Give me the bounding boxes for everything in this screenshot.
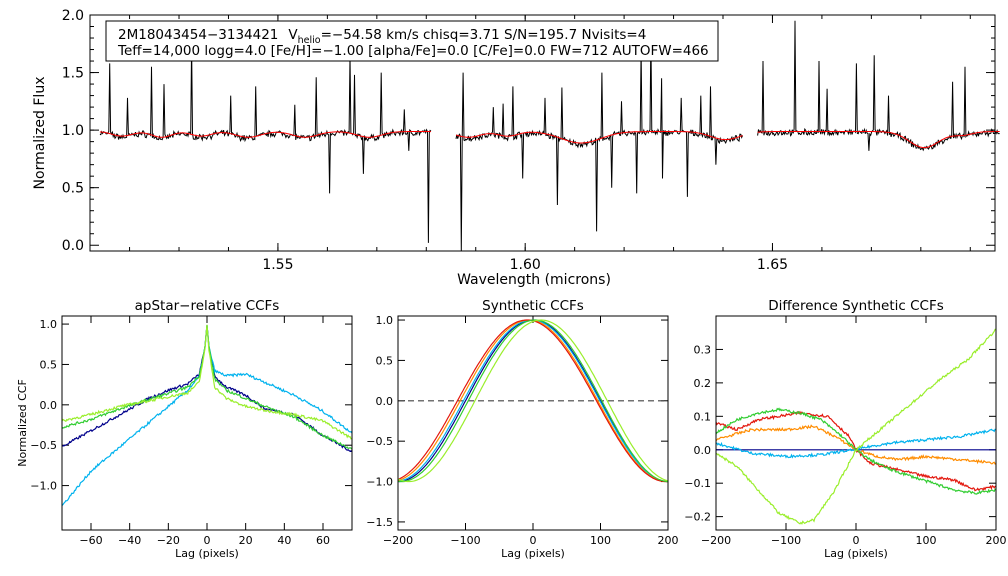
ccf-panel-2: Synthetic CCFs Lag (pixels) −200 −100 0 100 20… [366, 298, 678, 560]
spectrum-ytick-label: 2.0 [62, 8, 84, 24]
ccf-series-diff-2 [715, 428, 997, 459]
spectrum-ytick-label: 0.0 [62, 238, 84, 254]
ccf-series-visit4 [61, 324, 353, 440]
ccf-ytick-label: −1.0 [366, 476, 393, 489]
ccf-panel-title: Difference Synthetic CCFs [768, 298, 944, 314]
spectrum-observed-line [455, 32, 744, 252]
ccf-ytick-label: −0.5 [366, 435, 393, 448]
spectrum-ytick-label: 0.5 [62, 181, 84, 197]
annotation-line-1: 2M18043454−3134421 Vhelio=−54.58 km/s chi… [118, 27, 646, 46]
ccf-xtick-label: −100 [771, 534, 801, 547]
ccf-axes-frame [61, 315, 353, 531]
spectrum-ytick-label: 1.0 [62, 123, 84, 139]
spectrum-xtick-label: 1.65 [757, 257, 788, 273]
ccf-xtick-label: 100 [916, 534, 937, 547]
ccf-ytick-label: −1.0 [30, 480, 57, 493]
spectrum-xlabel: Wavelength (microns) [457, 272, 611, 288]
ccf-xtick-label: 100 [590, 534, 611, 547]
spectrum-axes-frame [89, 14, 996, 252]
ccf-ytick-label: −0.1 [684, 477, 711, 490]
spectrum-model-line [757, 131, 1000, 149]
ccf-ytick-label: 0.0 [376, 395, 394, 408]
ccf-panel-title: Synthetic CCFs [482, 298, 584, 314]
ccf-panel-xlabel: Lag (pixels) [824, 547, 888, 560]
ccf-axes-frame [397, 315, 669, 531]
ccf-series-diff-3 [715, 424, 997, 465]
ccf-ytick-label: 0.1 [694, 410, 712, 423]
spectrum-ytick-label: 1.5 [62, 66, 84, 82]
ccf-ytick-label: 0.2 [694, 377, 712, 390]
ccf-xtick-label: 40 [277, 534, 291, 547]
ccf-xtick-label: 200 [658, 534, 679, 547]
ccf-panel-3: Difference Synthetic CCFs Lag (pixels) −20… [684, 298, 1006, 560]
ccf-xtick-label: −100 [450, 534, 480, 547]
annotation-box [105, 20, 719, 62]
ccf-ytick-label: 0.5 [376, 354, 394, 367]
ccf-xtick-label: 0 [853, 534, 860, 547]
spectrum-model-line [99, 131, 431, 138]
vhelio-symbol: V [288, 27, 298, 43]
ccf-series-diff-5 [715, 407, 997, 495]
ccf-ytick-label: −1.5 [366, 516, 393, 529]
ccf-series-synth-4 [397, 319, 668, 483]
ccf-ytick-label: 1.0 [376, 314, 394, 327]
ccf-xtick-label: −40 [118, 534, 141, 547]
ccf-panel-ylabel: Normalized CCF [16, 379, 29, 467]
spectrum-xtick-label: 1.60 [510, 257, 541, 273]
star-id: 2M18043454−3134421 [118, 27, 278, 43]
ccf-series-synth-6 [397, 319, 669, 483]
annotation-line-2: Teff=14,000 logg=4.0 [Fe/H]=−1.00 [alpha… [117, 43, 709, 59]
ccf-panel-title: apStar−relative CCFs [135, 298, 280, 314]
ccf-xtick-label: −20 [157, 534, 180, 547]
ccf-series-diff-6 [715, 328, 996, 525]
spectrum-xtick-label: 1.55 [262, 257, 293, 273]
ccf-series-visit1 [61, 325, 353, 453]
ccf-ytick-label: 0.0 [40, 399, 58, 412]
ccf-xtick-label: 20 [239, 534, 253, 547]
ccf-ytick-label: −0.5 [30, 439, 57, 452]
annotation-stats: =−54.58 km/s chisq=3.71 S/N=195.7 Nvisit… [321, 27, 647, 43]
ccf-xtick-label: −60 [79, 534, 102, 547]
ccf-xtick-label: 0 [204, 534, 211, 547]
ccf-ytick-label: 0.0 [694, 444, 712, 457]
spectrum-model-line [455, 131, 743, 144]
ccf-ytick-label: 0.5 [40, 358, 58, 371]
ccf-ytick-label: 1.0 [40, 318, 58, 331]
ccf-xtick-label: 60 [316, 534, 330, 547]
ccf-ytick-label: 0.3 [694, 343, 712, 356]
ccf-panel-xlabel: Lag (pixels) [175, 547, 239, 560]
ccf-xtick-label: −200 [383, 534, 413, 547]
ccf-panel-xlabel: Lag (pixels) [501, 547, 565, 560]
ccf-series-visit3 [61, 325, 353, 450]
ccf-xtick-label: −200 [701, 534, 731, 547]
ccf-ytick-label: −0.2 [684, 511, 711, 524]
ccf-axes-frame [715, 315, 997, 531]
ccf-xtick-label: 200 [986, 534, 1007, 547]
vhelio-subscript: helio [298, 35, 321, 46]
spectrum-observed-line [757, 20, 1000, 152]
spectrum-ylabel: Normalized Flux [32, 77, 48, 190]
spectrum-observed-line [99, 43, 432, 243]
ccf-xtick-label: 0 [530, 534, 537, 547]
spectrum-panel: 1.55 1.60 1.65 0.0 0.5 1.0 1.5 2.0 Wavelength (… [32, 8, 1000, 288]
ccf-panels: apStar−relative CCFs Lag (pixels) Normaliz… [16, 298, 1007, 560]
ccf-panel-1: apStar−relative CCFs Lag (pixels) Normaliz… [16, 298, 353, 560]
ccf-series-synth-5 [397, 319, 668, 483]
